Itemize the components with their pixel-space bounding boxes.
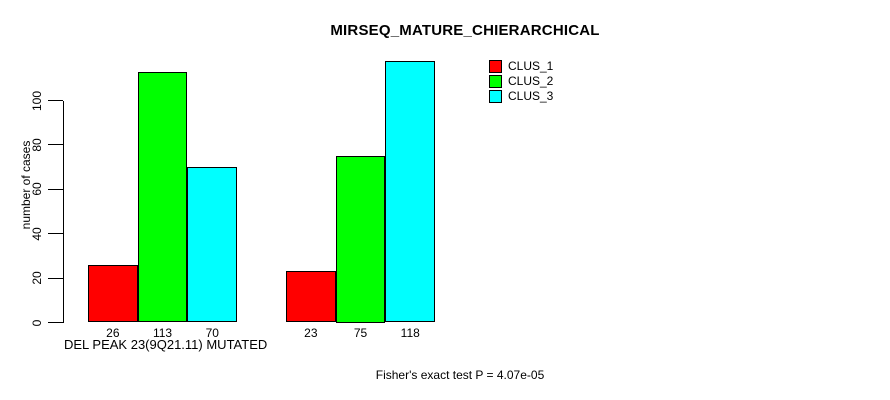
legend-swatch-clus_3 xyxy=(489,90,502,103)
y-axis-tick xyxy=(48,277,63,279)
fisher-test-annotation: Fisher's exact test P = 4.07e-05 xyxy=(375,368,545,382)
legend-row: CLUS_2 xyxy=(489,74,553,89)
bar-value-label: 113 xyxy=(152,326,173,340)
bar-value-label: 26 xyxy=(106,326,120,340)
bar-clus_2-group1 xyxy=(137,71,188,323)
legend-label: CLUS_2 xyxy=(508,74,554,88)
y-axis-line xyxy=(63,100,64,323)
y-axis-tick xyxy=(48,188,63,190)
y-axis-tick xyxy=(48,100,63,101)
x-axis-label: DEL PEAK 23(9Q21.11) MUTATED xyxy=(64,337,268,352)
legend-label: CLUS_1 xyxy=(508,59,554,73)
y-axis-tick-label: 20 xyxy=(30,271,44,285)
bar-clus_3-group2 xyxy=(385,60,436,323)
legend-row: CLUS_3 xyxy=(489,89,553,104)
bar-clus_1-group1 xyxy=(88,264,138,323)
bar-value-label: 75 xyxy=(353,326,368,340)
bar-value-label: 118 xyxy=(400,326,420,340)
y-axis-tick-label: 40 xyxy=(30,227,44,241)
bar-clus_2-group2 xyxy=(335,156,386,323)
legend: CLUS_1 CLUS_2 CLUS_3 xyxy=(489,59,553,104)
bar-value-label: 23 xyxy=(304,326,318,340)
y-axis-tick xyxy=(48,233,63,235)
y-axis-tick xyxy=(48,322,63,323)
y-axis-tick-label: 80 xyxy=(30,138,44,152)
legend-swatch-clus_1 xyxy=(489,60,502,73)
legend-row: CLUS_1 xyxy=(489,59,553,74)
chart-title: MIRSEQ_MATURE_CHIERARCHICAL xyxy=(330,22,600,39)
y-axis-tick-label: 100 xyxy=(30,90,44,111)
legend-swatch-clus_2 xyxy=(489,75,502,88)
bar-value-label: 70 xyxy=(205,326,219,340)
bar-clus_1-group2 xyxy=(286,271,336,323)
y-axis-tick xyxy=(48,144,63,146)
y-axis-tick-label: 0 xyxy=(30,319,44,326)
legend-label: CLUS_3 xyxy=(508,89,554,103)
y-axis-tick-label: 60 xyxy=(30,182,44,196)
bar-clus_3-group1 xyxy=(187,167,238,323)
